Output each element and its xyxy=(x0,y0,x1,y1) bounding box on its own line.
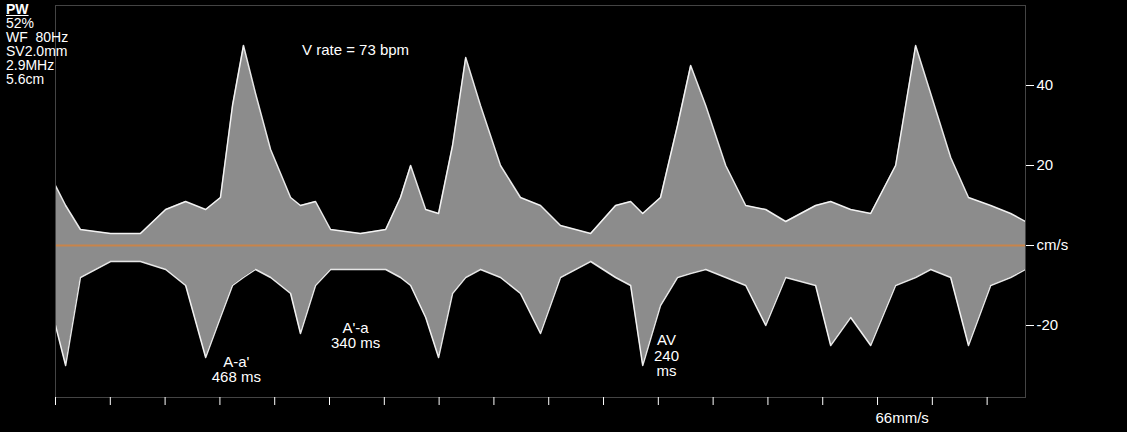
svg-text:V rate = 73 bpm: V rate = 73 bpm xyxy=(302,41,409,58)
svg-text:cm/s: cm/s xyxy=(1037,236,1069,253)
svg-text:A-a'468 ms: A-a'468 ms xyxy=(212,353,261,386)
svg-text:40: 40 xyxy=(1037,76,1054,93)
svg-text:-20: -20 xyxy=(1037,316,1059,333)
svg-text:20: 20 xyxy=(1037,156,1054,173)
html-text:2.9MHz: 2.9MHz xyxy=(6,57,55,73)
html-text:52%: 52% xyxy=(6,15,34,31)
html-text:WF 80Hz: WF 80Hz xyxy=(6,29,69,45)
svg-text:A'-a340 ms: A'-a340 ms xyxy=(331,319,380,352)
svg-text:66mm/s: 66mm/s xyxy=(876,409,929,426)
html-text:5.6cm: 5.6cm xyxy=(6,71,45,87)
html-text:SV2.0mm: SV2.0mm xyxy=(6,43,68,59)
html-text:PW: PW xyxy=(6,1,29,17)
svg-text:AV240ms: AV240ms xyxy=(654,331,679,380)
